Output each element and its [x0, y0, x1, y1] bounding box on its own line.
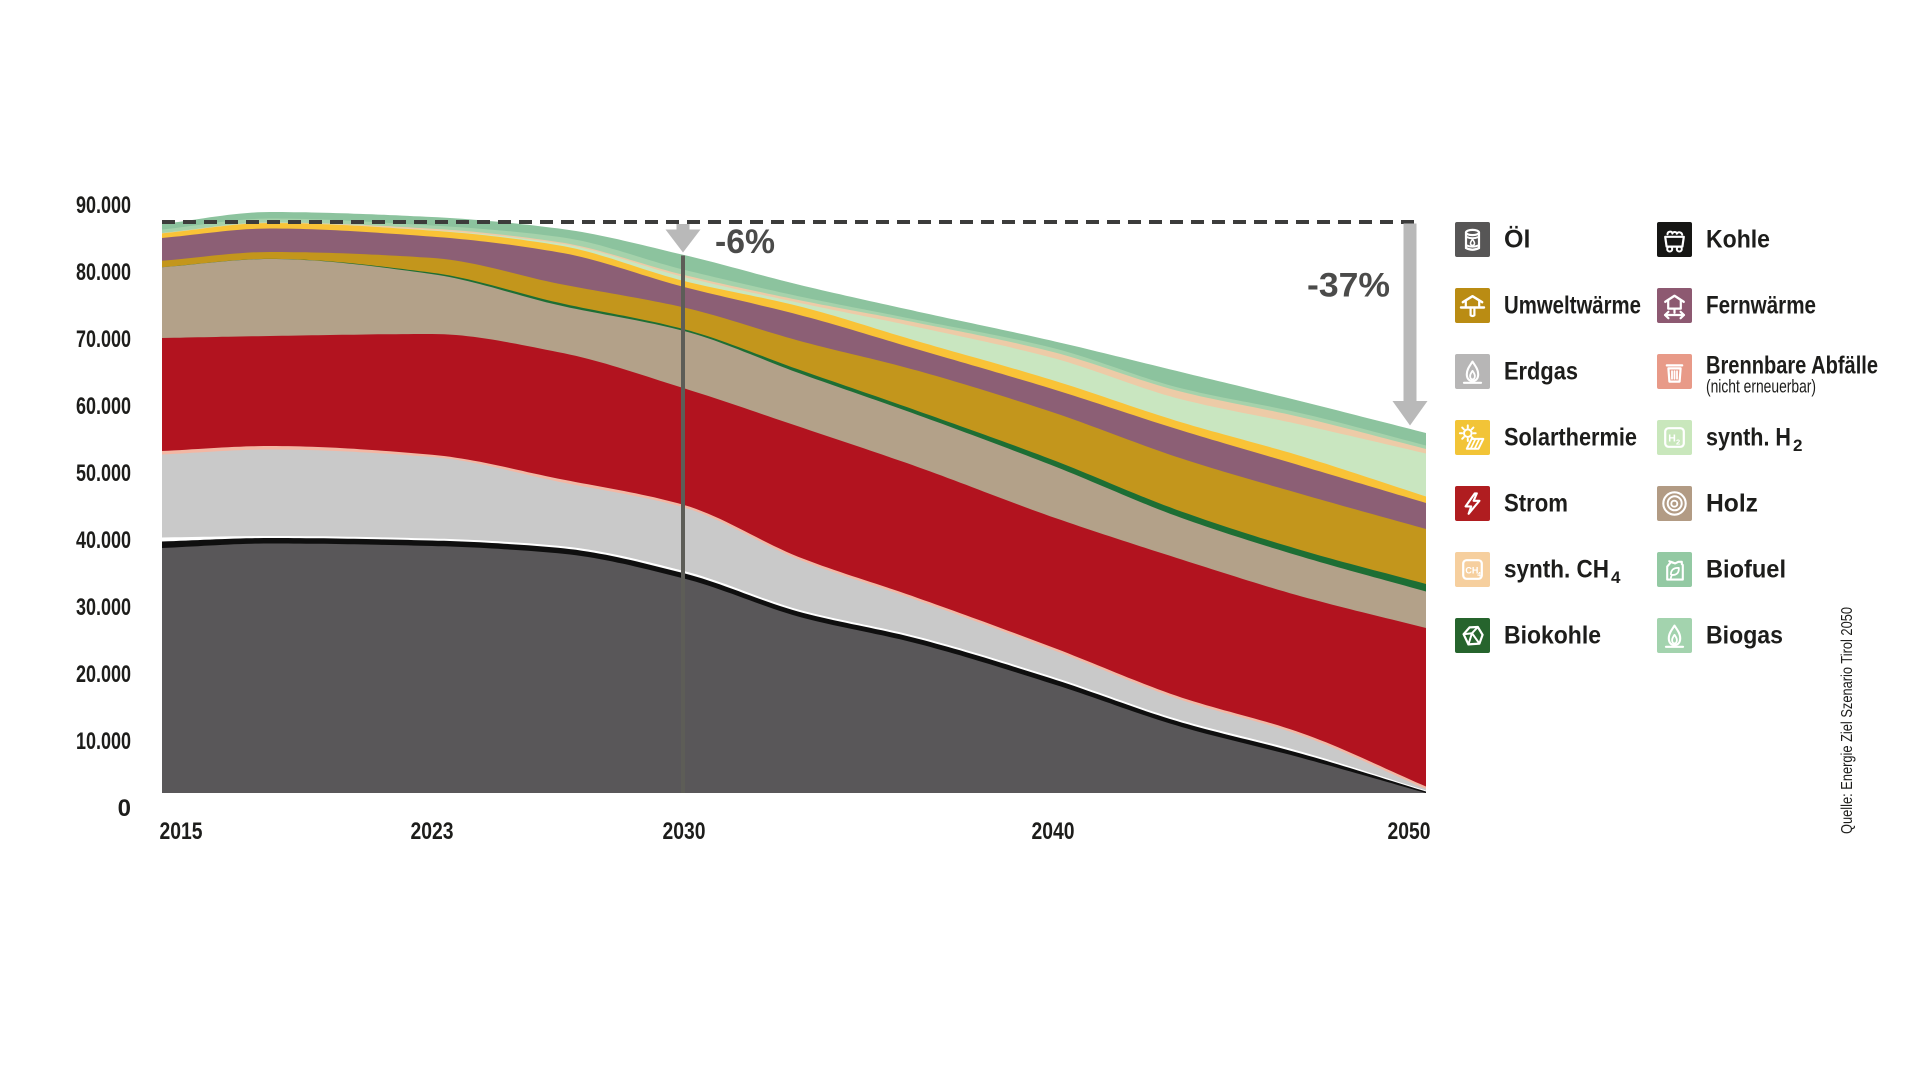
svg-text:70.000: 70.000 — [76, 326, 131, 353]
svg-text:Umweltwärme: Umweltwärme — [1504, 292, 1641, 320]
svg-text:Holz: Holz — [1706, 490, 1758, 518]
svg-text:(nicht erneuerbar): (nicht erneuerbar) — [1706, 377, 1816, 397]
svg-text:40.000: 40.000 — [76, 527, 131, 554]
svg-text:Strom: Strom — [1504, 490, 1568, 518]
svg-text:Biokohle: Biokohle — [1504, 622, 1601, 650]
svg-text:4: 4 — [1611, 568, 1621, 587]
svg-text:Brennbare Abfälle: Brennbare Abfälle — [1706, 352, 1878, 380]
svg-text:0: 0 — [118, 795, 131, 822]
svg-text:Fernwärme: Fernwärme — [1706, 292, 1816, 320]
svg-text:2050: 2050 — [1388, 818, 1431, 845]
svg-text:Solarthermie: Solarthermie — [1504, 424, 1637, 452]
svg-text:2040: 2040 — [1032, 818, 1075, 845]
svg-text:-6%: -6% — [715, 223, 775, 261]
svg-text:2030: 2030 — [663, 818, 706, 845]
svg-text:Kohle: Kohle — [1706, 226, 1770, 254]
svg-text:60.000: 60.000 — [76, 393, 131, 420]
svg-text:30.000: 30.000 — [76, 594, 131, 621]
svg-text:4: 4 — [1477, 571, 1481, 578]
svg-text:synth. CH: synth. CH — [1504, 556, 1609, 584]
svg-text:H: H — [1668, 433, 1676, 445]
svg-text:synth. H: synth. H — [1706, 424, 1791, 452]
svg-text:2023: 2023 — [411, 818, 454, 845]
svg-text:10.000: 10.000 — [76, 728, 131, 755]
svg-text:2015: 2015 — [160, 818, 203, 845]
svg-text:CH: CH — [1465, 565, 1478, 575]
svg-text:50.000: 50.000 — [76, 460, 131, 487]
svg-text:90.000: 90.000 — [76, 192, 131, 219]
svg-text:Biofuel: Biofuel — [1706, 556, 1786, 584]
svg-text:2: 2 — [1793, 436, 1802, 455]
svg-text:Biogas: Biogas — [1706, 622, 1783, 650]
svg-text:80.000: 80.000 — [76, 259, 131, 286]
svg-text:20.000: 20.000 — [76, 661, 131, 688]
svg-text:-37%: -37% — [1307, 267, 1390, 305]
svg-text:2: 2 — [1676, 438, 1680, 447]
svg-text:Erdgas: Erdgas — [1504, 358, 1578, 386]
svg-text:Quelle: Energie Ziel Szenario: Quelle: Energie Ziel Szenario Tirol 2050 — [1839, 607, 1856, 834]
svg-text:Öl: Öl — [1504, 225, 1530, 254]
